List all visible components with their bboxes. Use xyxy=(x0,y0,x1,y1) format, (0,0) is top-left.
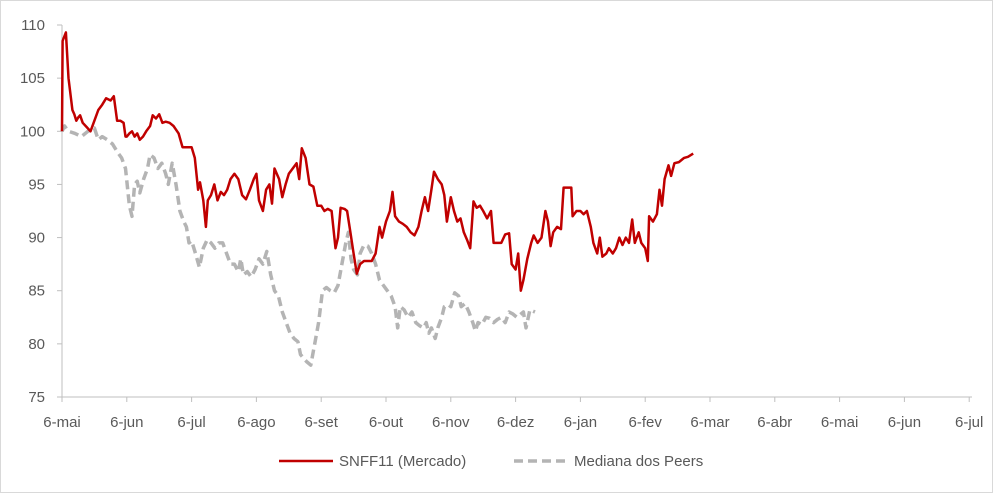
legend-label: Mediana dos Peers xyxy=(574,453,703,470)
y-tick-label: 105 xyxy=(20,70,45,87)
chart-axes: 75 80 85 90 95 100 105 110 6-mai 6-jun 6-jul 6-ago 6… xyxy=(20,17,983,431)
x-tick-label: 6-jan xyxy=(564,414,597,431)
y-tick-label: 95 xyxy=(28,176,45,193)
y-tick-label: 80 xyxy=(28,336,45,353)
x-tick-label: 6-fev xyxy=(629,414,663,431)
x-tick-label: 6-set xyxy=(305,414,339,431)
y-tick-label: 90 xyxy=(28,230,45,247)
legend-item-mediana-peers: Mediana dos Peers xyxy=(514,453,703,470)
x-tick-label: 6-mai xyxy=(43,414,81,431)
y-tick-label: 100 xyxy=(20,123,45,140)
x-tick-label: 6-nov xyxy=(432,414,470,431)
x-tick-label: 6-abr xyxy=(757,414,792,431)
x-tick-label: 6-out xyxy=(369,414,404,431)
series-layer xyxy=(60,31,694,367)
series-line-snff11 xyxy=(60,31,694,292)
legend-label: SNFF11 (Mercado) xyxy=(339,453,466,470)
x-tick-label: 6-mar xyxy=(690,414,729,431)
series-line-mediana-peers xyxy=(60,124,536,367)
y-tick-label: 85 xyxy=(28,283,45,300)
chart-legend: SNFF11 (Mercado) Mediana dos Peers xyxy=(279,453,703,470)
x-tick-label: 6-mai xyxy=(821,414,859,431)
x-tick-label: 6-jun xyxy=(110,414,143,431)
x-tick-label: 6-ago xyxy=(237,414,275,431)
y-tick-label: 110 xyxy=(21,17,45,34)
x-tick-label: 6-jul xyxy=(177,414,205,431)
x-tick-label: 6-jul xyxy=(955,414,983,431)
x-tick-label: 6-jun xyxy=(888,414,921,431)
legend-item-snff11: SNFF11 (Mercado) xyxy=(279,453,466,470)
x-tick-label: 6-dez xyxy=(497,414,535,431)
y-tick-label: 75 xyxy=(28,389,45,406)
